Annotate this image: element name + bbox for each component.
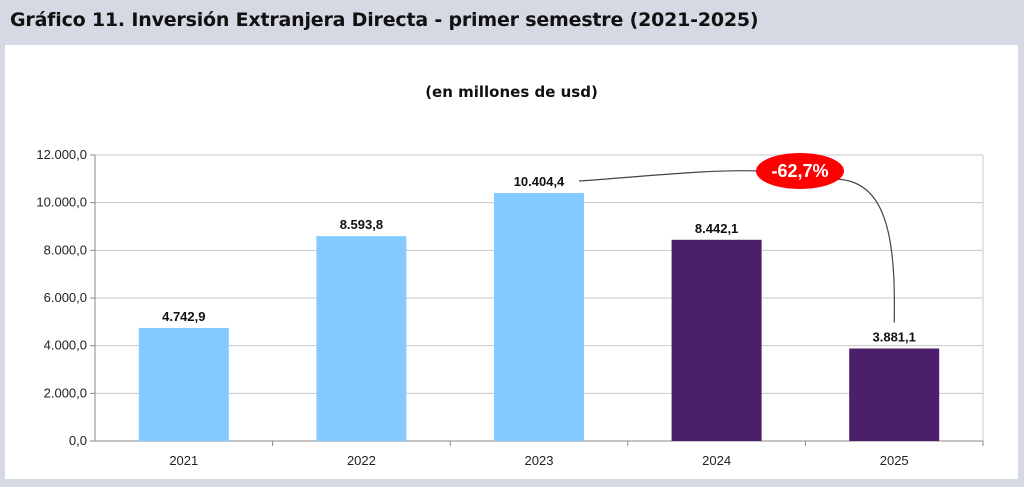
chart-panel: (en millones de usd) 0,0 2.000,0 4.000,0 6.… (5, 45, 1018, 479)
data-label: 8.593,8 (340, 217, 383, 232)
x-tick-label: 2021 (169, 453, 198, 468)
change-badge-label: -62,7% (771, 161, 828, 181)
annotation-connector (835, 178, 896, 323)
y-tick-label: 10.000,0 (36, 195, 87, 210)
x-tick-label: 2025 (880, 453, 909, 468)
bar-chart: 0,0 2.000,0 4.000,0 6.000,0 8.000,0 10.000,0 1… (36, 147, 984, 468)
bar (671, 239, 762, 441)
bar (316, 236, 407, 441)
x-tick-label: 2024 (702, 453, 731, 468)
data-label: 4.742,9 (162, 309, 205, 324)
y-tick-label: 6.000,0 (44, 290, 87, 305)
y-tick-label: 2.000,0 (44, 385, 87, 400)
data-label: 8.442,1 (695, 221, 738, 236)
data-label: 10.404,4 (514, 174, 565, 189)
x-tick-label: 2023 (525, 453, 554, 468)
bar (849, 348, 940, 441)
chart-subtitle: (en millones de usd) (425, 83, 598, 101)
y-tick-label: 0,0 (69, 433, 87, 448)
y-tick-label: 12.000,0 (36, 147, 87, 162)
chart-title: Gráfico 11. Inversión Extranjera Directa… (10, 9, 759, 31)
bar (494, 193, 584, 441)
y-tick-label: 8.000,0 (44, 242, 87, 257)
data-label: 3.881,1 (873, 330, 916, 345)
chart-header: Gráfico 11. Inversión Extranjera Directa… (0, 0, 1024, 44)
x-tick-label: 2022 (347, 453, 376, 468)
bar (138, 327, 229, 441)
annotation-connector (578, 170, 761, 182)
change-badge (756, 153, 844, 189)
y-tick-label: 4.000,0 (44, 338, 87, 353)
